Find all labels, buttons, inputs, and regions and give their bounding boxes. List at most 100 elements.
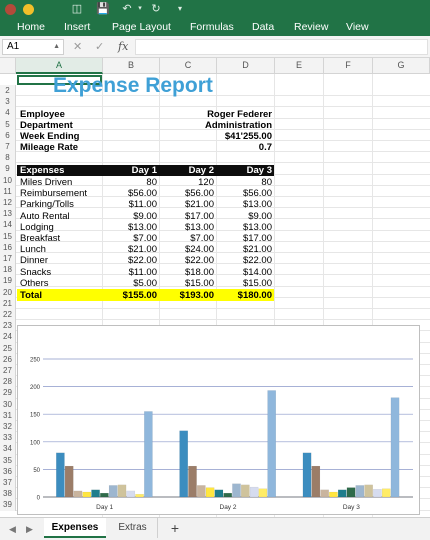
expense-value-cell[interactable]: $18.00 — [184, 266, 214, 278]
tab-insert[interactable]: Insert — [64, 21, 91, 33]
expense-value-cell[interactable]: $21.00 — [242, 244, 272, 256]
expense-value-cell[interactable]: $9.00 — [248, 210, 272, 222]
expense-value-cell[interactable]: $7.00 — [190, 233, 214, 244]
row-header[interactable]: 8 — [0, 152, 16, 164]
row-header[interactable]: 20 — [0, 286, 16, 298]
row-header[interactable]: 6 — [0, 129, 16, 141]
expense-value-cell[interactable]: $5.00 — [133, 277, 157, 289]
expense-value-cell[interactable]: $56.00 — [184, 188, 214, 200]
tab-home[interactable]: Home — [17, 21, 46, 33]
expense-category-cell[interactable]: Others — [20, 277, 49, 289]
row-header[interactable]: 32 — [0, 421, 16, 433]
expense-category-cell[interactable]: Breakfast — [20, 233, 61, 244]
column-header-a[interactable]: A — [16, 58, 103, 74]
row-header[interactable]: 21 — [0, 297, 16, 309]
row-header[interactable]: 23 — [0, 320, 16, 332]
tab-view[interactable]: View — [346, 21, 369, 33]
expense-value-cell[interactable]: $17.00 — [184, 210, 214, 222]
expense-value-cell[interactable]: $15.00 — [242, 277, 272, 289]
next-sheet-icon[interactable]: ▶ — [26, 524, 33, 534]
expense-value-cell[interactable]: $9.00 — [133, 210, 157, 222]
tab-data[interactable]: Data — [252, 21, 275, 33]
expense-value-cell[interactable]: 120 — [198, 177, 214, 188]
expense-value-cell[interactable]: $13.00 — [127, 221, 157, 233]
save-icon[interactable]: 💾 — [96, 3, 110, 15]
row-header[interactable]: 36 — [0, 465, 16, 477]
sheet-tab-expenses[interactable]: Expenses — [44, 518, 106, 538]
name-box[interactable]: A1 ▲▼ — [2, 39, 64, 64]
insert-function-icon[interactable]: fx — [118, 40, 129, 53]
row-header[interactable]: 31 — [0, 409, 16, 421]
select-all-corner[interactable] — [0, 58, 16, 74]
expense-value-cell[interactable]: $7.00 — [133, 233, 157, 244]
expense-category-cell[interactable]: Reimbursement — [20, 188, 88, 200]
sidebar-toggle-icon[interactable]: ◫ — [71, 3, 83, 15]
expense-value-cell[interactable]: 80 — [261, 177, 272, 188]
sheet-tab-extras[interactable]: Extras — [108, 518, 158, 538]
row-header[interactable]: 16 — [0, 241, 16, 253]
row-header[interactable]: 34 — [0, 443, 16, 455]
expense-value-cell[interactable]: $22.00 — [242, 255, 272, 267]
prev-sheet-icon[interactable]: ◀ — [9, 524, 16, 534]
row-header[interactable]: 2 — [0, 85, 16, 97]
expense-value-cell[interactable]: $56.00 — [127, 188, 157, 200]
column-header-d[interactable]: D — [217, 58, 275, 74]
row-header[interactable]: 18 — [0, 264, 16, 276]
add-sheet-button[interactable]: + — [170, 520, 180, 536]
expense-value-cell[interactable]: $24.00 — [184, 244, 214, 256]
row-header[interactable]: 3 — [0, 96, 16, 108]
row-header[interactable]: 9 — [0, 163, 16, 175]
row-header[interactable]: 11 — [0, 185, 16, 197]
expense-value-cell[interactable]: $21.00 — [127, 244, 157, 256]
row-header[interactable]: 7 — [0, 141, 16, 153]
expense-value-cell[interactable]: 80 — [146, 177, 157, 188]
row-header[interactable]: 17 — [0, 253, 16, 265]
tab-review[interactable]: Review — [294, 21, 329, 33]
expense-value-cell[interactable]: $22.00 — [127, 255, 157, 267]
expense-category-cell[interactable]: Parking/Tolls — [20, 199, 74, 211]
row-header[interactable]: 15 — [0, 230, 16, 242]
row-header[interactable]: 13 — [0, 208, 16, 220]
tab-page-layout[interactable]: Page Layout — [112, 21, 171, 33]
row-header[interactable]: 4 — [0, 107, 16, 119]
expense-category-cell[interactable]: Snacks — [20, 266, 52, 278]
row-header[interactable]: 29 — [0, 387, 16, 399]
minimize-window-button[interactable] — [23, 4, 34, 15]
expense-category-cell[interactable]: Dinner — [20, 255, 48, 267]
expense-value-cell[interactable]: $22.00 — [184, 255, 214, 267]
row-header[interactable]: 35 — [0, 454, 16, 466]
column-header-g[interactable]: G — [373, 58, 430, 74]
row-header[interactable]: 22 — [0, 309, 16, 321]
selected-cell-a1[interactable] — [17, 75, 102, 85]
cancel-icon[interactable]: ✕ — [73, 41, 83, 53]
column-header-b[interactable]: B — [103, 58, 160, 74]
undo-dropdown-icon[interactable]: ▾ — [138, 5, 142, 12]
expense-value-cell[interactable]: $56.00 — [242, 188, 272, 200]
row-header[interactable]: 24 — [0, 331, 16, 343]
expense-value-cell[interactable]: $13.00 — [184, 221, 214, 233]
column-header-c[interactable]: C — [160, 58, 217, 74]
expense-value-cell[interactable]: $17.00 — [242, 233, 272, 244]
row-header[interactable]: 12 — [0, 197, 16, 209]
row-header[interactable]: 38 — [0, 488, 16, 500]
expense-value-cell[interactable]: $13.00 — [242, 221, 272, 233]
enter-icon[interactable]: ✓ — [95, 41, 105, 53]
expense-value-cell[interactable]: $13.00 — [242, 199, 272, 211]
expense-category-cell[interactable]: Lunch — [20, 244, 46, 256]
row-header[interactable]: 10 — [0, 174, 16, 186]
expense-value-cell[interactable]: $15.00 — [184, 277, 214, 289]
expense-category-cell[interactable]: Lodging — [20, 221, 54, 233]
row-header[interactable]: 27 — [0, 365, 16, 377]
column-header-e[interactable]: E — [275, 58, 324, 74]
expense-category-cell[interactable]: Miles Driven — [20, 177, 73, 188]
row-header[interactable]: 5 — [0, 118, 16, 130]
row-header[interactable]: 19 — [0, 275, 16, 287]
row-header[interactable]: 28 — [0, 376, 16, 388]
tab-formulas[interactable]: Formulas — [190, 21, 234, 33]
customize-toolbar-icon[interactable]: ▾ — [177, 4, 182, 13]
expense-value-cell[interactable]: $21.00 — [184, 199, 214, 211]
expense-value-cell[interactable]: $11.00 — [128, 266, 157, 278]
expense-chart[interactable]: 0 50 100 150 200 250 Day 1 Day 2 Day 3 — [17, 325, 420, 515]
row-header[interactable]: 39 — [0, 499, 16, 511]
close-window-button[interactable] — [5, 4, 16, 15]
